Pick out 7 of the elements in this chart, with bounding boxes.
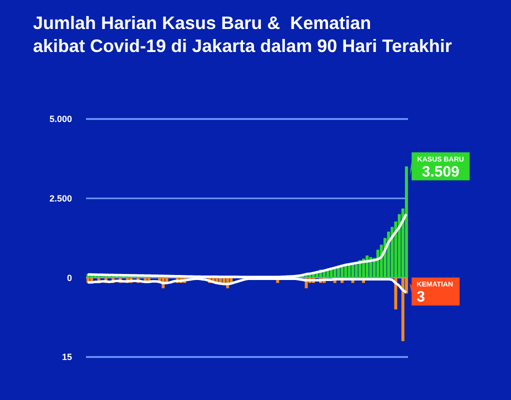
y-tick-label: 5.000: [49, 114, 72, 124]
y-tick-label: 2.500: [49, 194, 72, 204]
data-label: 3.509: [422, 163, 460, 180]
data-label: 3: [416, 288, 425, 306]
y2-tick-label: 0: [66, 272, 72, 283]
chart-title: Jumlah Harian Kasus Baru & Kematian akibat Covid-19 di Jakarta dalam 90 Hari Terakhir: [33, 12, 452, 58]
y2-tick-label: 15: [62, 352, 72, 362]
